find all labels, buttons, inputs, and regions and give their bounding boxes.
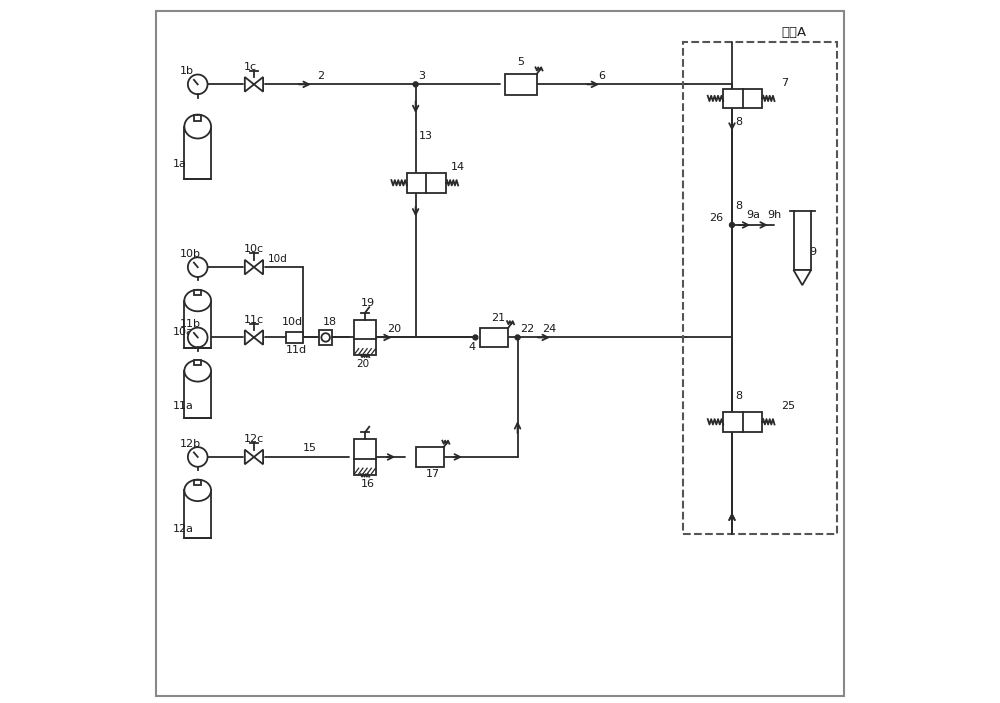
Text: 26: 26: [709, 213, 724, 223]
Bar: [407, 173, 446, 193]
Ellipse shape: [184, 479, 211, 501]
Circle shape: [321, 333, 330, 342]
Text: 11d: 11d: [286, 345, 307, 355]
Polygon shape: [245, 450, 254, 464]
Text: 8: 8: [735, 201, 742, 211]
Bar: [354, 439, 376, 475]
Circle shape: [188, 257, 208, 277]
Text: 9: 9: [809, 247, 816, 257]
Circle shape: [188, 75, 208, 94]
Text: 1a: 1a: [173, 159, 187, 169]
Text: 14: 14: [451, 162, 465, 172]
Text: 2: 2: [317, 71, 324, 81]
Bar: [194, 480, 201, 485]
Ellipse shape: [184, 360, 211, 382]
Text: 组件A: 组件A: [781, 26, 806, 39]
Bar: [184, 491, 211, 538]
Text: 9h: 9h: [767, 210, 781, 220]
Text: 22: 22: [520, 324, 534, 334]
Text: 4: 4: [468, 342, 475, 352]
Bar: [319, 330, 332, 345]
Bar: [184, 127, 211, 179]
Bar: [194, 290, 201, 295]
Bar: [194, 361, 201, 366]
Circle shape: [473, 335, 478, 340]
Text: 12a: 12a: [173, 524, 194, 534]
Text: 11c: 11c: [243, 315, 264, 325]
Text: 7: 7: [781, 78, 788, 88]
Circle shape: [515, 335, 520, 340]
Bar: [723, 89, 762, 108]
Ellipse shape: [184, 290, 211, 311]
Circle shape: [188, 447, 208, 467]
Polygon shape: [245, 77, 254, 91]
Text: 16: 16: [361, 479, 375, 489]
Text: 12b: 12b: [180, 439, 201, 449]
Text: 1b: 1b: [180, 66, 194, 76]
Polygon shape: [245, 330, 254, 344]
Text: 25: 25: [781, 401, 795, 411]
Text: 10d: 10d: [282, 317, 303, 327]
Text: 6: 6: [598, 71, 605, 81]
Text: 19: 19: [361, 298, 375, 308]
Text: 18: 18: [323, 317, 337, 327]
Polygon shape: [794, 270, 811, 285]
Bar: [505, 74, 537, 95]
Text: 15: 15: [303, 444, 317, 453]
Text: 10d: 10d: [268, 254, 288, 264]
Text: 13: 13: [418, 131, 432, 141]
Text: 21: 21: [492, 314, 506, 323]
Text: 5: 5: [518, 57, 525, 67]
Bar: [286, 332, 303, 343]
Text: 10a: 10a: [173, 328, 194, 337]
Bar: [184, 301, 211, 348]
Polygon shape: [245, 260, 254, 274]
Text: 20: 20: [388, 324, 402, 334]
Ellipse shape: [184, 115, 211, 138]
Bar: [480, 328, 508, 347]
Polygon shape: [254, 260, 263, 274]
Bar: [194, 115, 201, 121]
Text: 11a: 11a: [173, 401, 194, 411]
Text: 20: 20: [356, 359, 369, 369]
Text: 3: 3: [418, 71, 425, 81]
Bar: [683, 42, 837, 534]
Text: 8: 8: [735, 117, 742, 127]
Text: 24: 24: [542, 324, 556, 334]
Bar: [416, 447, 444, 467]
Text: 10b: 10b: [180, 249, 201, 259]
Text: 8: 8: [735, 391, 742, 401]
Text: 12c: 12c: [243, 434, 264, 444]
Circle shape: [730, 222, 734, 228]
Bar: [184, 371, 211, 418]
Circle shape: [188, 328, 208, 347]
Text: 11b: 11b: [180, 319, 201, 329]
Polygon shape: [254, 77, 263, 91]
Bar: [723, 412, 762, 432]
Polygon shape: [254, 330, 263, 344]
Bar: [794, 211, 811, 270]
Text: 9a: 9a: [746, 210, 760, 220]
Text: 1c: 1c: [243, 62, 257, 72]
Circle shape: [413, 82, 418, 87]
Polygon shape: [254, 450, 263, 464]
Text: 17: 17: [426, 470, 440, 479]
Text: 10c: 10c: [243, 245, 264, 254]
Bar: [354, 320, 376, 355]
